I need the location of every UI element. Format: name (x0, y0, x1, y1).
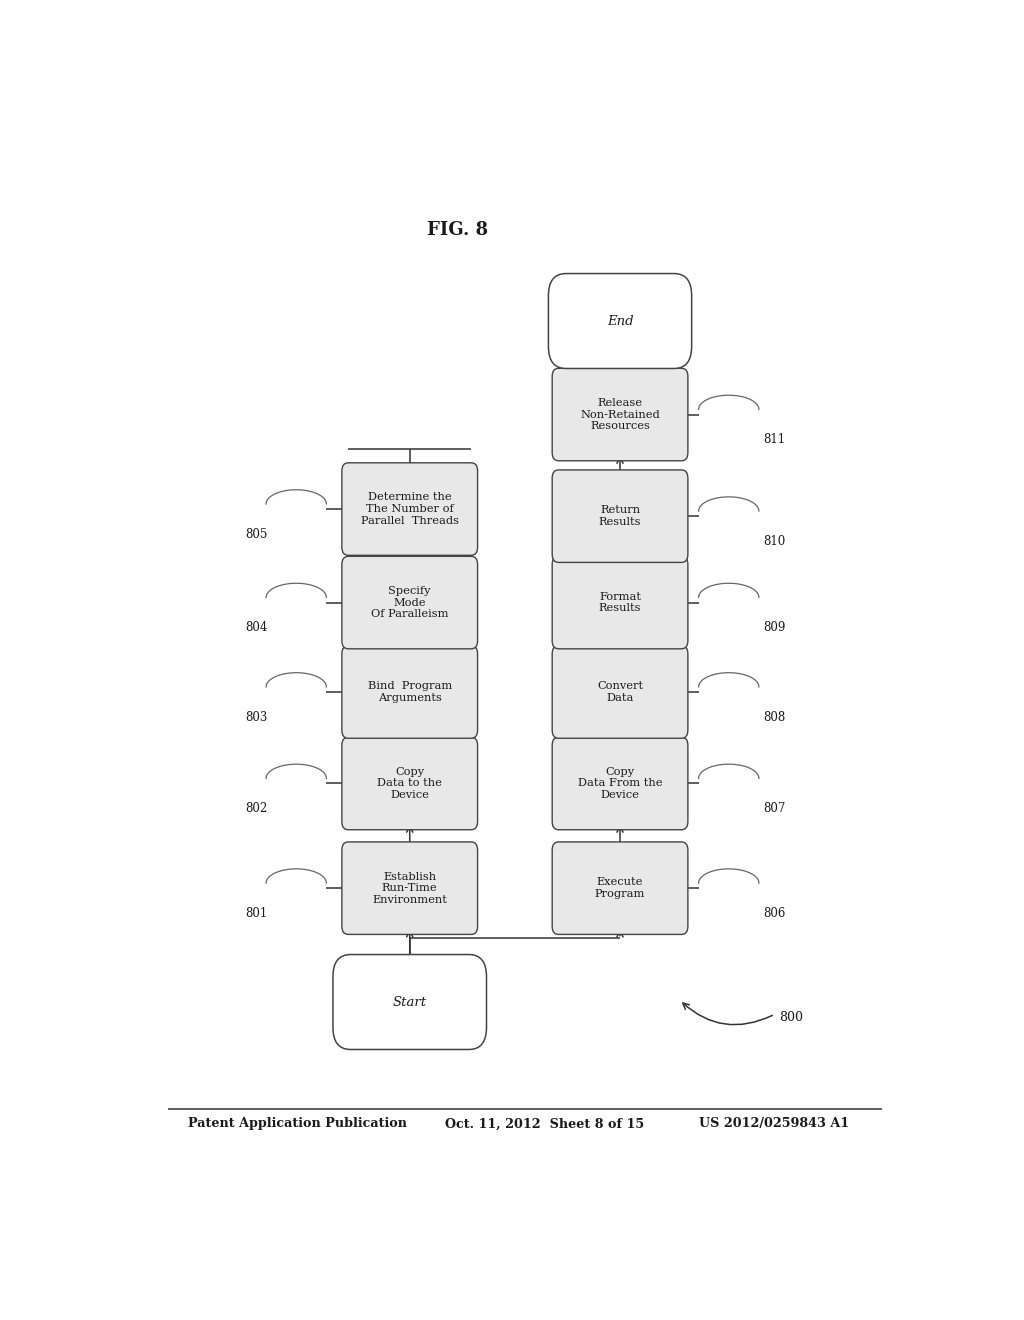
Text: 802: 802 (246, 803, 267, 816)
Text: Patent Application Publication: Patent Application Publication (187, 1118, 407, 1130)
FancyBboxPatch shape (342, 645, 477, 738)
Text: Return
Results: Return Results (599, 506, 641, 527)
Text: Format
Results: Format Results (599, 591, 641, 614)
FancyBboxPatch shape (342, 556, 477, 649)
Text: 804: 804 (246, 622, 268, 635)
FancyBboxPatch shape (552, 368, 688, 461)
Text: Oct. 11, 2012  Sheet 8 of 15: Oct. 11, 2012 Sheet 8 of 15 (445, 1118, 644, 1130)
Text: Specify
Mode
Of Paralleism: Specify Mode Of Paralleism (371, 586, 449, 619)
FancyBboxPatch shape (342, 842, 477, 935)
FancyBboxPatch shape (552, 470, 688, 562)
Text: Determine the
The Number of
Parallel  Threads: Determine the The Number of Parallel Thr… (360, 492, 459, 525)
Text: Convert
Data: Convert Data (597, 681, 643, 702)
Text: 809: 809 (763, 622, 785, 635)
FancyBboxPatch shape (552, 556, 688, 649)
Text: Bind  Program
Arguments: Bind Program Arguments (368, 681, 452, 702)
FancyBboxPatch shape (333, 954, 486, 1049)
FancyBboxPatch shape (342, 738, 477, 830)
Text: Copy
Data to the
Device: Copy Data to the Device (377, 767, 442, 800)
Text: Establish
Run-Time
Environment: Establish Run-Time Environment (373, 871, 447, 904)
FancyBboxPatch shape (552, 842, 688, 935)
FancyBboxPatch shape (549, 273, 691, 368)
FancyBboxPatch shape (552, 645, 688, 738)
Text: 808: 808 (763, 711, 785, 723)
Text: Start: Start (392, 995, 427, 1008)
Text: 801: 801 (246, 907, 267, 920)
FancyBboxPatch shape (552, 738, 688, 830)
Text: 803: 803 (246, 711, 268, 723)
Text: 805: 805 (246, 528, 268, 541)
Text: 800: 800 (778, 1011, 803, 1024)
FancyBboxPatch shape (342, 463, 477, 556)
Text: 811: 811 (763, 433, 785, 446)
Text: Execute
Program: Execute Program (595, 878, 645, 899)
Text: 806: 806 (763, 907, 785, 920)
Text: Release
Non-Retained
Resources: Release Non-Retained Resources (581, 397, 659, 432)
Text: 810: 810 (763, 535, 785, 548)
Text: US 2012/0259843 A1: US 2012/0259843 A1 (699, 1118, 850, 1130)
Text: Copy
Data From the
Device: Copy Data From the Device (578, 767, 663, 800)
Text: End: End (606, 314, 634, 327)
Text: FIG. 8: FIG. 8 (427, 220, 487, 239)
Text: 807: 807 (763, 803, 785, 816)
